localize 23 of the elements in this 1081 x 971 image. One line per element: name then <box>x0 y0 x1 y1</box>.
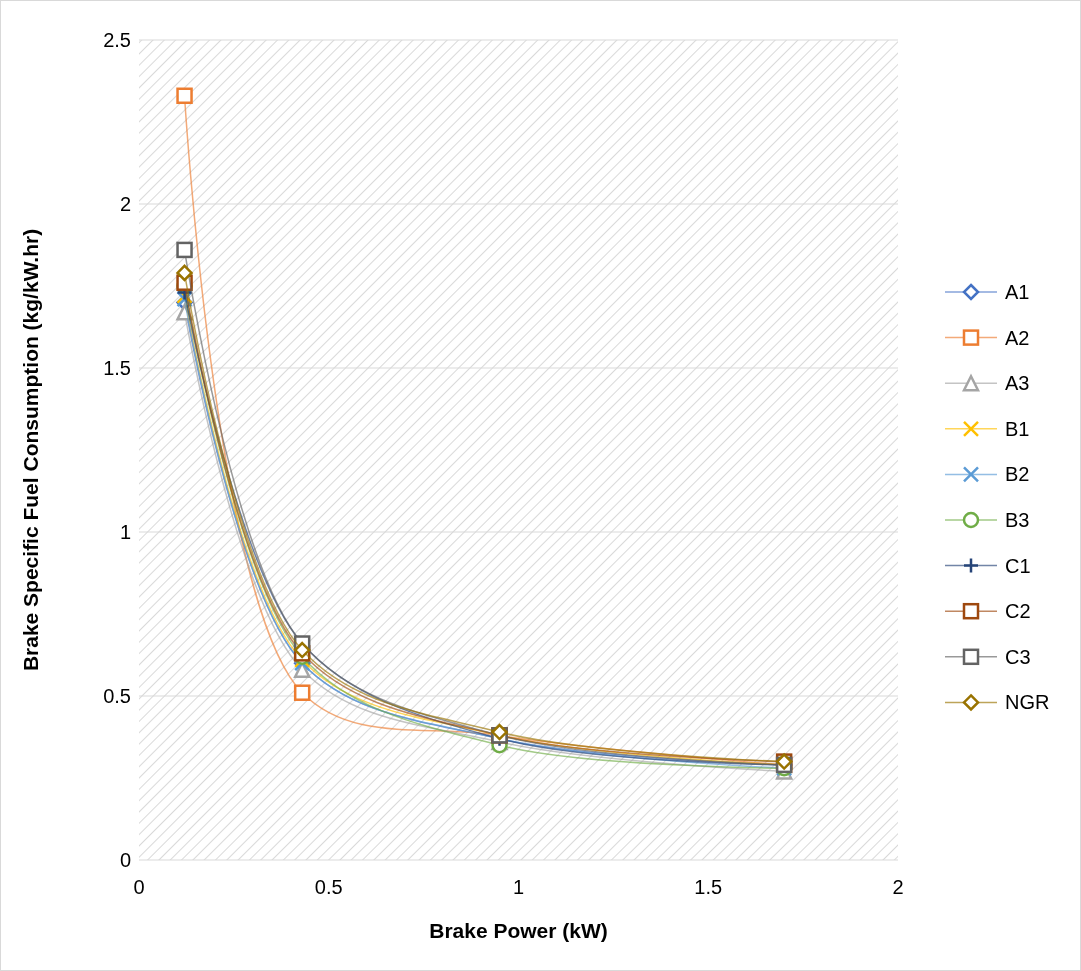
y-tick-label: 2.5 <box>103 29 131 51</box>
y-tick-label: 0 <box>119 849 131 871</box>
x-tick-label: 0.5 <box>314 876 343 898</box>
legend-label: A3 <box>1005 372 1030 395</box>
legend-label: A1 <box>1005 281 1030 303</box>
y-tick-label: 2 <box>119 193 131 215</box>
y-tick-label: 1.5 <box>103 357 131 379</box>
legend-label: C3 <box>1005 645 1031 668</box>
y-tick-label: 0.5 <box>103 685 131 707</box>
legend-label: C1 <box>1005 554 1031 577</box>
y-axis-title: Brake Specific Fuel Consumption (kg/kW.hr) <box>19 228 42 672</box>
x-tick-label: 1 <box>512 876 525 898</box>
x-axis-title: Brake Power (kW) <box>429 919 608 942</box>
legend-label: NGR <box>1005 691 1050 714</box>
legend-label: B3 <box>1005 509 1030 531</box>
legend-label: B1 <box>1005 417 1030 440</box>
x-tick-label: 1.5 <box>694 876 723 898</box>
legend-label: C2 <box>1005 600 1031 623</box>
x-tick-label: 0 <box>133 876 145 898</box>
legend-label: B2 <box>1005 463 1030 486</box>
x-tick-label: 2 <box>892 876 904 898</box>
legend-label: A2 <box>1005 326 1030 349</box>
y-tick-label: 1 <box>119 521 131 543</box>
